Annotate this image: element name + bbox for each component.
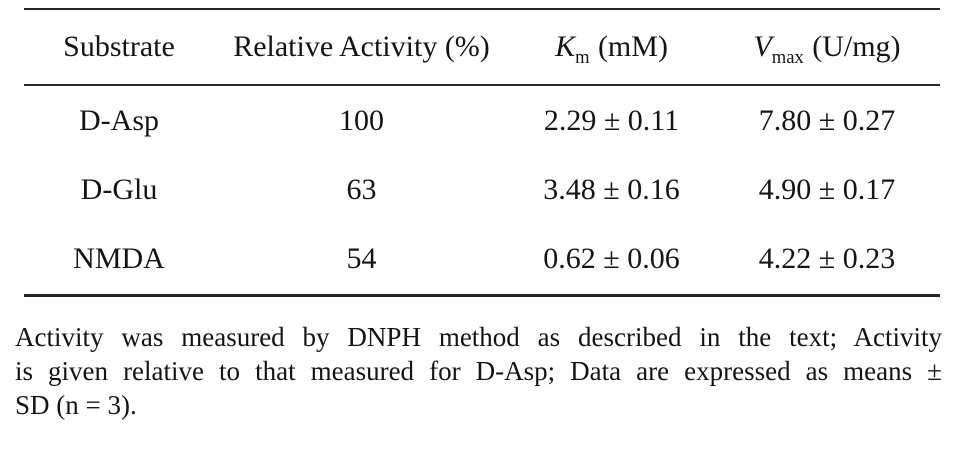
footnote-line: Activity was measured by DNPH method as … [15, 321, 942, 352]
relative-activity-cell: 63 [346, 173, 377, 206]
km-cell: 2.29 ± 0.11 [543, 103, 680, 137]
relative-activity-cell: 100 [339, 103, 384, 137]
table-row-d-glu: D-Glu 63 3.48 ± 0.16 4.90 ± 0.17 [24, 155, 940, 225]
table-footnote: Activity was measured by DNPH method as … [15, 320, 942, 422]
km-symbol: K [555, 30, 576, 63]
substrate-cell: NMDA [73, 242, 165, 276]
vmax-cell: 4.22 ± 0.23 [758, 242, 896, 276]
vmax-subscript: max [771, 47, 804, 68]
footnote-line: SD (n = 3). [15, 389, 137, 420]
header-row: Substrate Relative Activity (%) Km (mM) V… [24, 9, 940, 85]
table-row-nmda: NMDA 54 0.62 ± 0.06 4.22 ± 0.23 [24, 225, 940, 295]
substrate-cell: D-Glu [80, 173, 158, 206]
vmax-unit: (U/mg) [812, 30, 901, 63]
footnote-line: is given relative to that measured for D… [15, 355, 942, 386]
km-subscript: m [575, 47, 590, 68]
col-header-substrate: Substrate [63, 30, 175, 63]
col-header-relative-activity: Relative Activity (%) [233, 30, 490, 63]
vmax-cell: 4.90 ± 0.17 [758, 173, 896, 206]
km-unit: (mM) [597, 30, 668, 63]
paper-table-page: Substrate Relative Activity (%) Km (mM) V… [0, 8, 956, 455]
substrate-kinetics-table: Substrate Relative Activity (%) Km (mM) V… [24, 8, 940, 297]
relative-activity-cell: 54 [346, 242, 377, 276]
km-cell: 0.62 ± 0.06 [543, 242, 680, 276]
col-header-vmax: Vmax (U/mg) [714, 9, 940, 85]
table-row-d-asp: D-Asp 100 2.29 ± 0.11 7.80 ± 0.27 [24, 85, 940, 155]
col-header-km: Km (mM) [509, 9, 714, 85]
vmax-symbol: V [753, 30, 772, 63]
km-cell: 3.48 ± 0.16 [543, 173, 680, 206]
vmax-cell: 7.80 ± 0.27 [758, 103, 896, 137]
substrate-cell: D-Asp [79, 103, 159, 137]
